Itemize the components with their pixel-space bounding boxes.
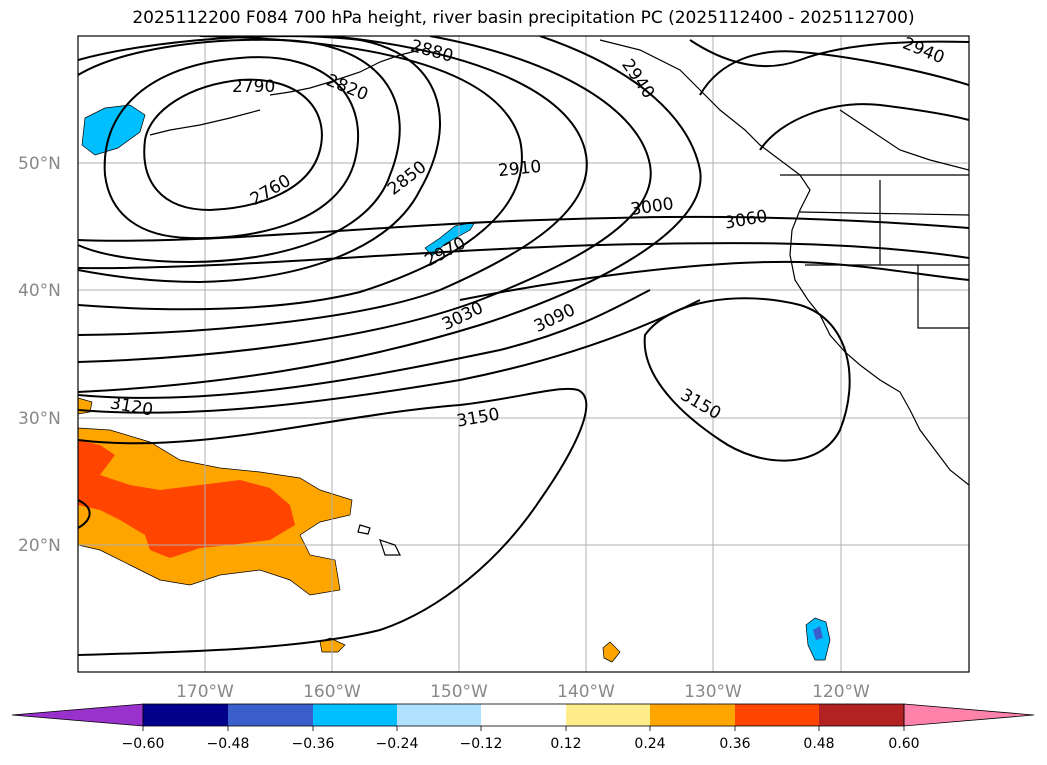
contour-label: 2790 (232, 77, 275, 97)
colorbar-bin (143, 704, 228, 726)
longitude-label: 160°W (303, 682, 361, 702)
colorbar-frame (142, 703, 905, 727)
colorbar-extend-low (11, 703, 144, 727)
colorbar-tick-label: −0.12 (460, 736, 503, 752)
colorbar-bin (313, 704, 397, 726)
colorbar-bin (819, 704, 904, 726)
latitude-label: 30°N (18, 409, 61, 429)
colorbar-tick-label: 0.36 (719, 736, 750, 752)
latitude-label: 20°N (18, 536, 61, 556)
colorbar-tick-label: −0.60 (122, 736, 165, 752)
colorbar-tick-label: 0.12 (550, 736, 581, 752)
colorbar-bin (566, 704, 650, 726)
map-title: 2025112200 F084 700 hPa height, river ba… (132, 8, 915, 28)
colorbar-tick-label: 0.48 (803, 736, 834, 752)
colorbar-bin (650, 704, 735, 726)
longitude-axis: 170°W 160°W 150°W 140°W 130°W 120°W (176, 682, 870, 702)
latitude-label: 50°N (18, 154, 61, 174)
height-contours (78, 36, 969, 656)
longitude-label: 130°W (684, 682, 742, 702)
latitude-label: 40°N (18, 281, 61, 301)
precip-small-orange-2 (602, 641, 621, 663)
colorbar-tick-label: −0.36 (292, 736, 335, 752)
colorbar-tick-label: −0.24 (376, 736, 419, 752)
precip-strong-region (78, 440, 295, 558)
longitude-label: 140°W (557, 682, 615, 702)
longitude-label: 150°W (430, 682, 488, 702)
colorbar-bin (228, 704, 313, 726)
precip-negative-core-3 (813, 626, 823, 640)
precip-negative-region-2 (424, 221, 476, 257)
colorbar-extend-high (903, 703, 1035, 727)
contour-label: 2910 (497, 157, 542, 181)
precipitation-shading (78, 104, 831, 663)
colorbar-bin (481, 704, 566, 726)
precip-negative-region-1 (81, 104, 146, 156)
graticule (78, 36, 969, 672)
colorbar: −0.60 −0.48 −0.36 −0.24 −0.12 0.12 0.24 … (11, 703, 1035, 752)
colorbar-tick-label: 0.24 (634, 736, 665, 752)
colorbar-tick-label: 0.60 (888, 736, 919, 752)
longitude-label: 120°W (812, 682, 870, 702)
longitude-label: 170°W (176, 682, 234, 702)
latitude-axis: 50°N 40°N 30°N 20°N (18, 154, 61, 556)
colorbar-bin (735, 704, 819, 726)
map-frame (77, 35, 970, 673)
colorbar-bin (397, 704, 481, 726)
colorbar-tick-label: −0.48 (207, 736, 250, 752)
